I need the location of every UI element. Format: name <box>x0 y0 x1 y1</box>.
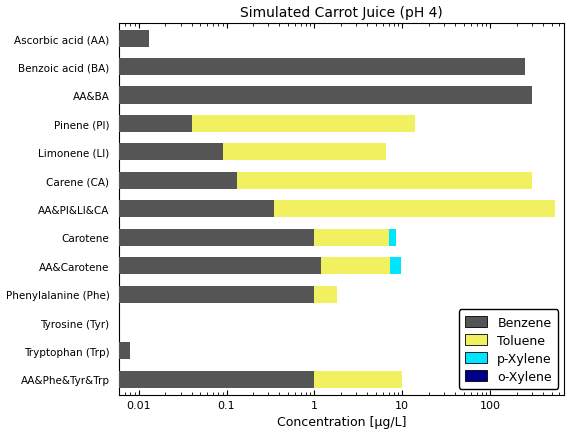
Bar <box>321 257 390 275</box>
Bar <box>0 115 192 133</box>
Bar <box>222 144 386 161</box>
Bar <box>0 87 532 104</box>
Bar <box>0 257 321 275</box>
X-axis label: Concentration [μg/L]: Concentration [μg/L] <box>277 415 406 428</box>
Bar <box>315 371 402 388</box>
Bar <box>390 257 401 275</box>
Bar <box>0 144 222 161</box>
Bar <box>0 30 149 48</box>
Title: Simulated Carrot Juice (pH 4): Simulated Carrot Juice (pH 4) <box>241 6 443 20</box>
Bar <box>315 229 389 246</box>
Bar <box>0 201 274 218</box>
Bar <box>0 172 237 189</box>
Legend: Benzene, Toluene, p-Xylene, o-Xylene: Benzene, Toluene, p-Xylene, o-Xylene <box>459 309 558 389</box>
Bar <box>389 229 396 246</box>
Bar <box>274 201 555 218</box>
Bar <box>0 286 315 303</box>
Bar <box>315 286 337 303</box>
Bar <box>0 229 315 246</box>
Bar <box>0 59 525 76</box>
Bar <box>237 172 532 189</box>
Bar <box>192 115 416 133</box>
Bar <box>0 371 315 388</box>
Bar <box>0 342 130 360</box>
